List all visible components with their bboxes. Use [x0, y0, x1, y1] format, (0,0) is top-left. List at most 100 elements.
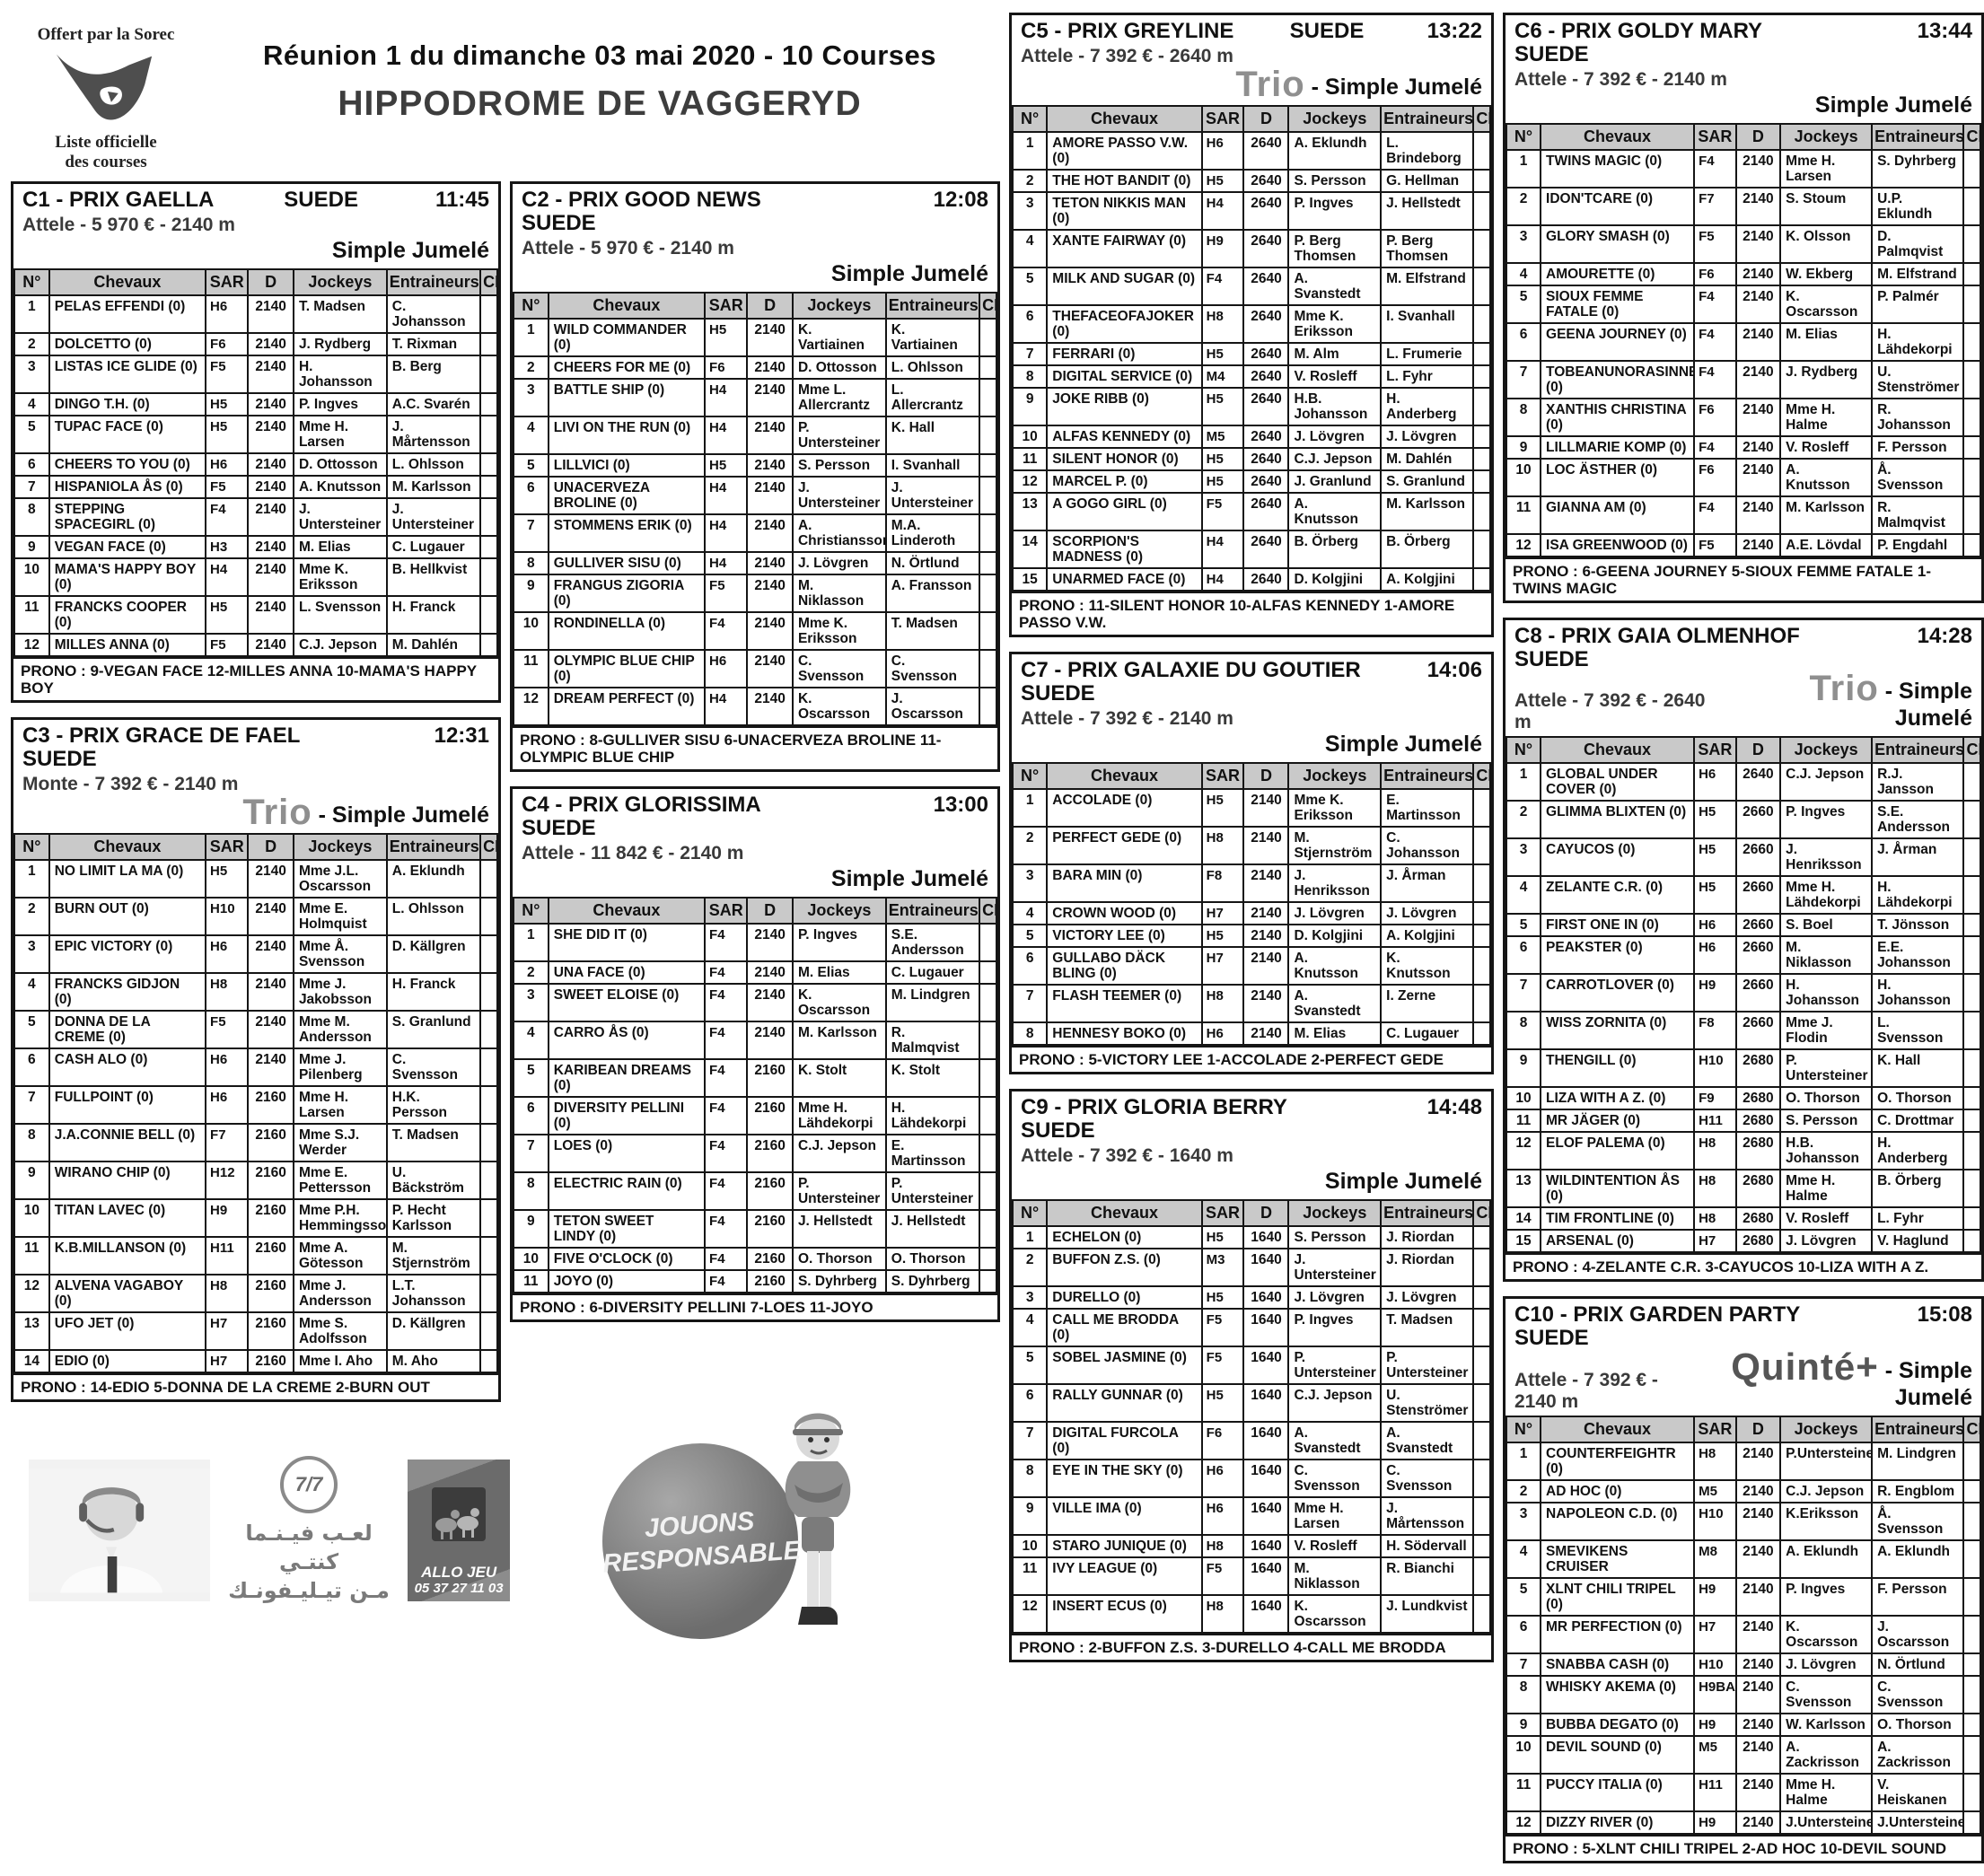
runner-jockey: D. Kolgjini — [1287, 924, 1383, 948]
runner-jockey: J. Untersteiner — [292, 497, 388, 537]
runner-row: 8 WHISKY AKEMA (0) H9BAI 2140 C. Svensson C. … — [1505, 1675, 1981, 1714]
runner-horse: GULLIVER SISU (0) — [547, 551, 707, 575]
runner-trainer: H. Anderberg — [1871, 1131, 1965, 1170]
runner-jockey: H. Johansson — [292, 355, 388, 394]
runner-sar: F7 — [1693, 187, 1737, 226]
runner-horse: IVY LEAGUE (0) — [1046, 1556, 1203, 1596]
race-bets: - Simple Jumelé — [1514, 92, 1972, 118]
runner-row: 6 THEFACEOFAJOKER (0) H8 2640 Mme K. Eriksso… — [1011, 304, 1491, 344]
runner-distance: 2660 — [1734, 935, 1782, 975]
bet-special-label: Trio — [1809, 669, 1879, 708]
runner-sar: H5 — [1200, 169, 1245, 193]
runner-jockey: J. Rydberg — [1779, 360, 1874, 399]
runner-row: 4 CROWN WOOD (0) H7 2140 J. Lövgren J. Lövgre… — [1011, 901, 1491, 925]
runner-number: 2 — [1011, 826, 1049, 865]
runner-row: 6 GEENA JOURNEY (0) F4 2140 M. Elias H. Lähde… — [1505, 322, 1981, 362]
runner-cp — [1472, 530, 1491, 569]
runner-sar: H10 — [205, 897, 250, 936]
runner-horse: BARA MIN (0) — [1046, 863, 1203, 903]
column-header-chevaux: Chevaux — [48, 833, 207, 861]
column-1: C1 - PRIX GAELLA SUEDE 11:45 SUEDE Attel… — [11, 181, 501, 1402]
runner-sar: F6 — [1693, 398, 1737, 437]
runner-row: 12 ISA GREENWOOD (0) F5 2140 A.E. Lövdal P. E… — [1505, 533, 1981, 557]
runner-jockey: J. Henriksson — [1779, 837, 1874, 877]
hippodrome-title: HIPPODROME DE VAGGERYD — [338, 84, 862, 123]
sorec-horse-logo-icon — [56, 54, 153, 120]
runner-distance: 2140 — [1734, 224, 1782, 264]
runner-distance: 2160 — [247, 1274, 294, 1313]
runner-number: 1 — [1505, 762, 1542, 802]
runners-table: N°ChevauxSARDJockeysEntraineursCP 1PELAS… — [13, 268, 498, 657]
runner-horse: RONDINELLA (0) — [547, 611, 707, 651]
runner-distance: 2640 — [1242, 530, 1290, 569]
runner-trainer: M. Dahlén — [1380, 447, 1475, 471]
runner-distance: 2140 — [1734, 1713, 1782, 1737]
runner-horse: CROWN WOOD (0) — [1046, 901, 1203, 925]
runner-jockey: A. Knutsson — [292, 475, 388, 499]
column-header-jockeys: Jockeys — [1287, 762, 1383, 790]
runner-sar: F5 — [704, 574, 749, 613]
column-header-entraineurs: Entraineurs — [385, 833, 482, 861]
runner-jockey: A. Knutsson — [1779, 458, 1874, 497]
runner-trainer: R. Malmqvist — [1871, 495, 1965, 535]
runner-number: 10 — [13, 1198, 50, 1238]
runner-distance: 2680 — [1734, 1229, 1782, 1253]
runner-trainer: K. Stolt — [884, 1058, 981, 1098]
bet-simple-label: Simple Jumelé — [830, 866, 988, 891]
race-prono: PRONO : 2-BUFFON Z.S. 3-DURELLO 4-CALL M… — [1012, 1634, 1491, 1660]
runner-horse: SWEET ELOISE (0) — [547, 983, 707, 1022]
runner-horse: SILENT HONOR (0) — [1046, 447, 1203, 471]
runner-horse: UNARMED FACE (0) — [1046, 567, 1203, 592]
runner-sar: H8 — [1200, 984, 1245, 1023]
runner-trainer: M. Elfstrand — [1871, 262, 1965, 286]
race-bets: - Simple Jumelé — [522, 865, 988, 892]
runner-jockey: A. Christiansson — [791, 513, 887, 553]
runner-trainer: H. Franck — [385, 972, 482, 1012]
runner-trainer: J. Mårtensson — [1380, 1496, 1475, 1536]
runner-row: 3 DURELLO (0) H5 1640 J. Lövgren J. Lövgren — [1011, 1285, 1491, 1310]
runner-number: 10 — [1505, 1735, 1542, 1775]
runner-distance: 2160 — [746, 1209, 794, 1249]
arabic-slogan-line1: لعـب فيـنـما كنتـي — [245, 1521, 373, 1574]
official-list-label2: des courses — [65, 153, 147, 171]
runner-horse: PEAKSTER (0) — [1540, 935, 1696, 975]
runner-row: 1 SHE DID IT (0) F4 2140 P. Ingves S.E. Ander… — [513, 923, 997, 962]
runner-row: 5 FIRST ONE IN (0) H6 2660 S. Boel T. Jönsson — [1505, 913, 1981, 937]
runner-trainer: T. Madsen — [1380, 1308, 1475, 1347]
table-header-row: N°ChevauxSARDJockeysEntraineursCP — [513, 292, 997, 320]
runner-number: 5 — [513, 1058, 549, 1098]
runner-horse: A GOGO GIRL (0) — [1046, 492, 1203, 531]
runner-cp — [1962, 1206, 1981, 1231]
runner-sar: H6 — [1693, 762, 1737, 802]
runner-distance: 2160 — [746, 1269, 794, 1293]
runner-trainer: O. Thorson — [1871, 1713, 1965, 1737]
runner-horse: ELECTRIC RAIN (0) — [547, 1171, 707, 1211]
runner-trainer: N. Örtlund — [884, 551, 981, 575]
column-header-sar: SAR — [1693, 123, 1737, 151]
runner-trainer: C. Lugauer — [385, 535, 482, 559]
runner-number: 7 — [1011, 984, 1049, 1023]
runner-row: 11 K.B.MILLANSON (0) H11 2160 Mme A. Götesso… — [13, 1236, 498, 1276]
runner-sar: H7 — [1200, 946, 1245, 986]
runner-row: 8 ELECTRIC RAIN (0) F4 2160 P. Untersteiner P… — [513, 1171, 997, 1211]
column-header-jockeys: Jockeys — [1287, 1199, 1383, 1227]
runner-cp — [979, 318, 997, 357]
runner-jockey: S. Persson — [1287, 1225, 1383, 1249]
runner-row: 8 GULLIVER SISU (0) H4 2140 J. Lövgren N. Ört… — [513, 551, 997, 575]
runner-jockey: P. Ingves — [1287, 191, 1383, 231]
runner-distance: 2640 — [1242, 492, 1290, 531]
runner-distance: 2140 — [1734, 187, 1782, 226]
runner-number: 10 — [1011, 1534, 1049, 1558]
runner-trainer: R.J. Jansson — [1871, 762, 1965, 802]
runner-trainer: J. Lövgren — [1380, 425, 1475, 449]
runner-horse: UNACERVEZA BROLINE (0) — [547, 476, 707, 515]
runner-sar: F5 — [205, 475, 250, 499]
race-time: 11:45 — [435, 188, 489, 212]
runner-horse: ECHELON (0) — [1046, 1225, 1203, 1249]
runner-distance: 2140 — [247, 415, 294, 454]
runner-row: 6 RALLY GUNNAR (0) H5 1640 C.J. Jepson U. Ste… — [1011, 1383, 1491, 1423]
runner-number: 5 — [13, 1010, 50, 1049]
runner-trainer: L. Svensson — [1871, 1011, 1965, 1050]
runner-trainer: A. Kolgjini — [1380, 924, 1475, 948]
